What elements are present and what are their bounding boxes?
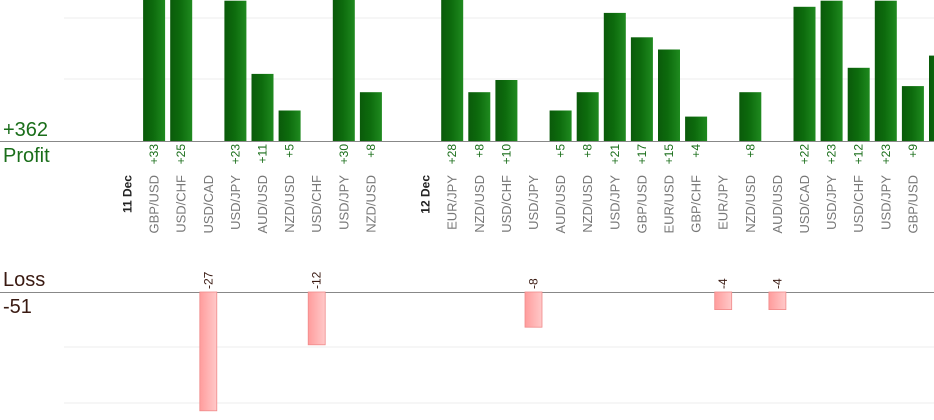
profit-bar xyxy=(929,55,934,141)
category-label: USD/JPY xyxy=(607,175,622,230)
loss-value-label: -12 xyxy=(310,271,324,289)
profit-value-label: +10 xyxy=(499,144,513,165)
category-label: NZD/USD xyxy=(743,175,758,233)
profit-value-label: +23 xyxy=(879,144,893,165)
category-label: USD/CAD xyxy=(797,175,812,234)
category-label: GBP/USD xyxy=(905,175,920,234)
profit-value-label: +25 xyxy=(174,144,188,165)
loss-bar xyxy=(199,291,218,412)
category-label: USD/JPY xyxy=(878,175,893,230)
profit-bar xyxy=(224,0,247,142)
category-label: NZD/USD xyxy=(282,175,297,233)
profit-bar xyxy=(441,0,464,142)
loss-value-label: -4 xyxy=(770,278,784,289)
profit-value-label: +23 xyxy=(228,144,242,165)
loss-label: Loss xyxy=(3,269,46,291)
category-label: AUD/USD xyxy=(553,175,568,234)
profit-bar xyxy=(603,12,626,142)
profit-bar xyxy=(685,116,708,141)
profit-bar xyxy=(739,92,762,141)
category-label: AUD/USD xyxy=(770,175,785,234)
profit-value-label: +8 xyxy=(743,144,757,158)
category-label: GBP/CHF xyxy=(689,175,704,233)
profit-bar xyxy=(820,0,843,142)
profit-value-label: +9 xyxy=(906,144,920,158)
category-label: USD/CHF xyxy=(851,175,866,233)
loss-bar xyxy=(768,291,787,311)
loss-bar xyxy=(524,291,543,328)
loss-total: -51 xyxy=(3,296,32,318)
loss-value-label: -8 xyxy=(527,278,541,289)
profit-bar xyxy=(630,37,653,141)
profit-bar xyxy=(847,67,870,141)
profit-total: +362 xyxy=(3,119,49,141)
profit-bar xyxy=(495,80,518,141)
profit-bar xyxy=(576,92,599,141)
category-label: USD/CAD xyxy=(201,175,216,234)
profit-bar xyxy=(901,86,924,141)
loss-value-label: -4 xyxy=(716,278,730,289)
profit-bar xyxy=(332,0,355,141)
profit-value-label: +8 xyxy=(472,144,486,158)
category-label: USD/JPY xyxy=(824,175,839,230)
profit-value-label: +23 xyxy=(825,144,839,165)
category-label: USD/JPY xyxy=(228,175,243,230)
category-label: USD/JPY xyxy=(336,175,351,230)
profit-bar xyxy=(874,0,897,142)
profit-value-label: +5 xyxy=(554,144,568,158)
category-label: NZD/USD xyxy=(580,175,595,233)
profit-bar xyxy=(143,0,166,142)
profit-value-label: +28 xyxy=(445,144,459,165)
profit-bar xyxy=(549,110,572,141)
profit-bar xyxy=(793,6,816,141)
profit-bar xyxy=(278,110,301,141)
category-label: EUR/USD xyxy=(662,175,677,234)
category-label: USD/JPY xyxy=(526,175,541,230)
profit-value-label: +8 xyxy=(364,144,378,158)
profit-value-label: +5 xyxy=(283,144,297,158)
profit-value-label: +11 xyxy=(256,144,270,164)
profit-value-label: +12 xyxy=(852,144,866,165)
category-label: GBP/CHF xyxy=(933,175,934,233)
loss-bar xyxy=(307,291,326,346)
profit-bar xyxy=(170,0,193,141)
category-label: USD/CHF xyxy=(499,175,514,233)
category-label: EUR/JPY xyxy=(445,175,460,230)
profit-bar xyxy=(251,73,274,141)
category-label: USD/CHF xyxy=(174,175,189,233)
profit-bar xyxy=(468,92,491,141)
category-label: NZD/USD xyxy=(472,175,487,233)
profit-value-label: +15 xyxy=(662,144,676,165)
loss-value-label: -27 xyxy=(201,271,215,289)
profit-value-label: +33 xyxy=(147,144,161,165)
profit-value-label: +21 xyxy=(608,144,622,165)
profit-value-label: +8 xyxy=(581,144,595,158)
profit-value-label: +17 xyxy=(635,144,649,165)
category-label: GBP/USD xyxy=(634,175,649,234)
date-label: 12 Dec xyxy=(419,175,433,214)
category-label: USD/CHF xyxy=(309,175,324,233)
category-label: EUR/JPY xyxy=(716,175,731,230)
profit-value-label: +4 xyxy=(689,144,703,158)
loss-bar xyxy=(714,291,733,311)
profit-value-label: +22 xyxy=(798,144,812,165)
profit-bar xyxy=(658,49,680,141)
category-label: NZD/USD xyxy=(363,175,378,233)
date-label: 11 Dec xyxy=(121,175,135,213)
category-label: GBP/USD xyxy=(147,175,162,234)
profit-label: Profit xyxy=(3,145,50,167)
category-label: AUD/USD xyxy=(255,175,270,234)
profit-value-label: +30 xyxy=(337,144,351,165)
profit-bar xyxy=(359,92,382,141)
